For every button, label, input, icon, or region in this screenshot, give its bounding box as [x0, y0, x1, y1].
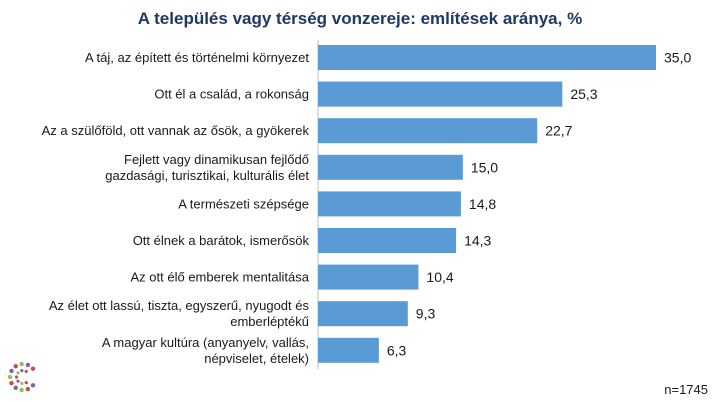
logo-dot	[25, 362, 31, 368]
bar-value-label: 10,4	[426, 269, 453, 285]
bar	[318, 118, 538, 144]
bar	[318, 45, 656, 70]
category-label: népviselet, ételek)	[204, 351, 309, 366]
bar-value-label: 6,3	[387, 342, 407, 358]
chart-title: A település vagy térség vonzereje: említ…	[137, 9, 583, 28]
logo-dot	[16, 371, 20, 375]
bar-value-label: 35,0	[664, 50, 691, 66]
category-label: emberléptékű	[230, 314, 309, 329]
logo-dot	[16, 379, 20, 383]
category-label: Ott élnek a barátok, ismerősök	[133, 233, 310, 248]
bar	[318, 191, 461, 217]
bar	[318, 154, 463, 180]
logo-dot	[20, 368, 24, 373]
bar	[318, 228, 457, 253]
bar-value-label: 15,0	[471, 159, 498, 175]
logo-dot	[19, 361, 24, 367]
bar-value-label: 14,3	[464, 233, 491, 249]
category-label: Fejlett vagy dinamikusan fejlődő	[124, 152, 309, 167]
logo-dot	[14, 375, 19, 379]
category-label: Ott él a család, a rokonság	[154, 87, 309, 102]
bar	[318, 337, 379, 363]
category-label: gazdasági, turisztikai, kulturális élet	[105, 168, 309, 183]
bar-value-label: 14,8	[469, 196, 496, 212]
category-label: Az a szülőföld, ott vannak az ősök, a gy…	[42, 123, 310, 138]
logo-dot	[13, 385, 18, 390]
category-label: A táj, az épített és történelmi környeze…	[85, 50, 309, 65]
category-label: A természeti szépsége	[178, 196, 309, 211]
bar-value-label: 25,3	[570, 86, 597, 102]
logo-dot	[7, 374, 13, 380]
category-label: Az élet ott lassú, tiszta, egyszerű, nyu…	[49, 298, 310, 313]
logo-dot	[9, 380, 14, 386]
logo-dot	[30, 383, 36, 388]
logo-dot	[25, 386, 31, 392]
logo-dot	[20, 381, 24, 386]
logo-dot	[30, 366, 36, 371]
logo-icon	[7, 361, 36, 393]
category-label: A magyar kultúra (anyanyelv, vallás,	[102, 335, 309, 350]
bar	[318, 264, 419, 290]
logo-dot	[24, 381, 28, 385]
logo-dot	[24, 369, 28, 373]
bar-value-label: 22,7	[545, 123, 572, 139]
bar-value-label: 9,3	[416, 306, 436, 322]
sample-size-note: n=1745	[664, 382, 708, 397]
bar	[318, 81, 563, 107]
logo-dot	[13, 364, 18, 369]
logo-dot	[19, 387, 24, 393]
category-label: Az ott élő emberek mentalitása	[131, 270, 310, 285]
bar	[318, 301, 408, 327]
logo-dot	[9, 368, 14, 374]
